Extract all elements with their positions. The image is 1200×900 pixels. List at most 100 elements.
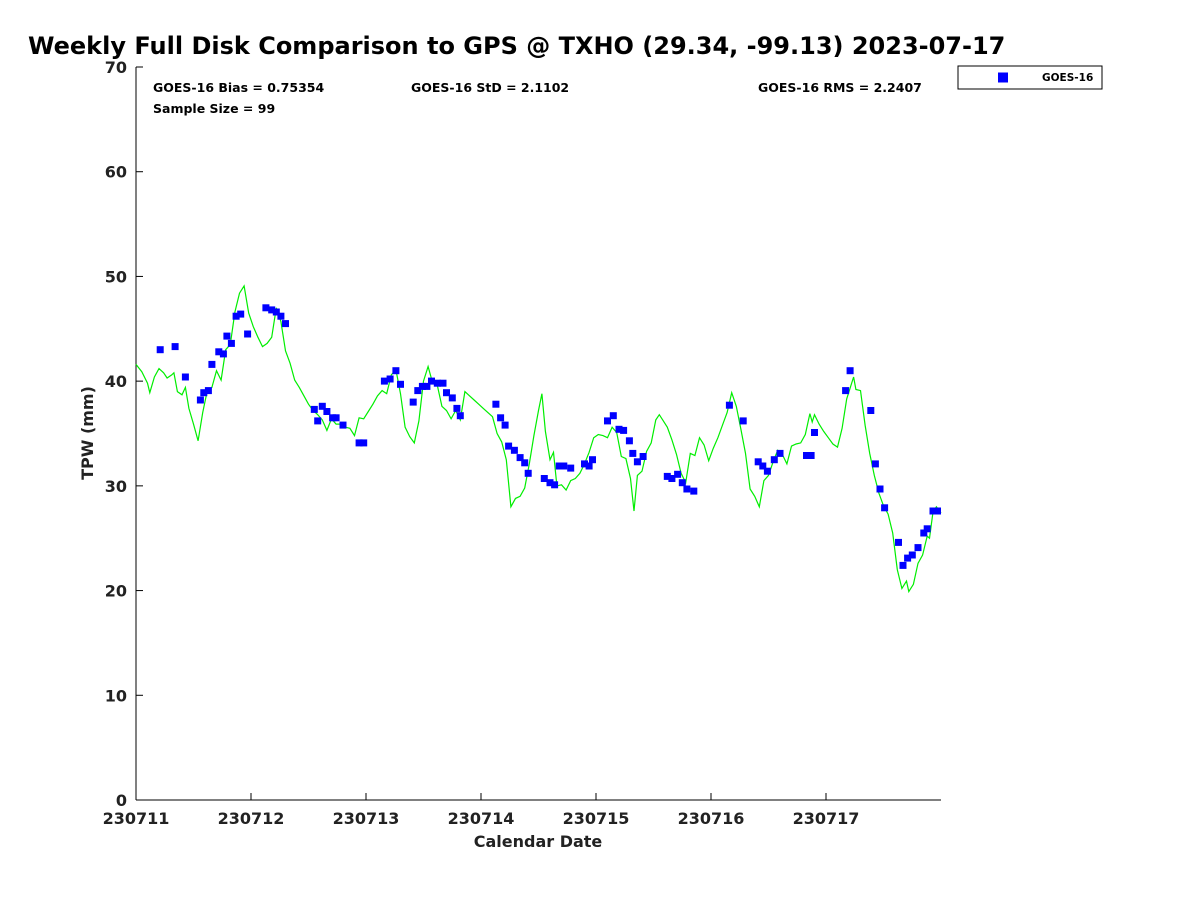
- y-tick-label: 70: [105, 58, 127, 77]
- data-point-goes16: [811, 429, 818, 436]
- stat-bias: GOES-16 Bias = 0.75354: [153, 80, 324, 95]
- x-tick-label: 230715: [563, 809, 630, 828]
- data-point-goes16: [380, 377, 388, 385]
- legend: GOES-16: [957, 65, 1103, 90]
- data-point-goes16: [318, 402, 326, 410]
- data-point-goes16: [914, 544, 922, 552]
- data-point-goes16: [355, 439, 363, 447]
- data-point-goes16: [386, 375, 394, 383]
- data-point-goes16: [456, 412, 464, 420]
- data-point-goes16: [232, 312, 240, 320]
- data-point-goes16: [423, 382, 431, 390]
- data-point-goes16: [524, 469, 532, 477]
- data-point-goes16: [428, 377, 435, 385]
- data-point-goes16: [433, 379, 441, 387]
- data-point-goes16: [876, 485, 884, 493]
- data-point-goes16: [501, 421, 509, 429]
- chart-title: Weekly Full Disk Comparison to GPS @ TXH…: [28, 32, 1005, 60]
- data-point-goes16: [739, 417, 747, 425]
- data-point-goes16: [397, 380, 404, 388]
- data-point-goes16: [208, 360, 216, 368]
- data-point-goes16: [668, 475, 676, 482]
- data-point-goes16: [448, 394, 456, 402]
- data-point-goes16: [763, 467, 771, 475]
- data-point-goes16: [521, 459, 529, 467]
- y-tick-label: 30: [105, 477, 127, 496]
- data-point-goes16: [171, 343, 179, 351]
- data-point-goes16: [776, 449, 784, 457]
- data-point-goes16: [908, 551, 916, 559]
- data-point-goes16: [505, 442, 513, 450]
- data-point-goes16: [204, 387, 212, 395]
- stat-rms: GOES-16 RMS = 2.2407: [758, 80, 922, 95]
- x-tick-label: 230712: [218, 809, 285, 828]
- data-point-goes16: [867, 407, 875, 414]
- x-tick-label: 230713: [333, 809, 400, 828]
- data-point-goes16: [770, 456, 778, 464]
- stat-std: GOES-16 StD = 2.1102: [411, 80, 569, 95]
- data-point-goes16: [223, 332, 231, 340]
- data-point-goes16: [929, 507, 937, 515]
- data-point-goes16: [262, 304, 270, 312]
- data-point-goes16: [227, 339, 235, 347]
- data-point-goes16: [615, 425, 623, 433]
- x-tick-label: 230717: [793, 809, 860, 828]
- data-point-goes16: [633, 458, 641, 466]
- series-layer: [135, 284, 942, 594]
- data-point-goes16: [414, 387, 422, 395]
- data-point-goes16: [842, 387, 850, 395]
- x-axis-ticks: 230711 230712 230713 230714 230715 230716 2307…: [103, 793, 860, 828]
- data-point-goes16: [639, 453, 647, 460]
- data-point-goes16: [546, 479, 554, 487]
- data-point-goes16: [323, 408, 331, 415]
- data-point-goes16: [846, 367, 854, 375]
- y-tick-label: 60: [105, 163, 127, 182]
- data-point-goes16: [200, 389, 208, 397]
- data-point-goes16: [332, 414, 340, 422]
- data-point-goes16: [560, 462, 568, 470]
- data-point-goes16: [181, 373, 189, 381]
- data-point-goes16: [904, 554, 912, 562]
- data-point-goes16: [581, 460, 588, 468]
- data-point-goes16: [360, 439, 368, 447]
- data-point-goes16: [895, 538, 902, 546]
- data-point-goes16: [589, 456, 596, 464]
- y-tick-label: 10: [105, 686, 127, 705]
- data-point-goes16: [409, 398, 417, 406]
- data-point-goes16: [443, 389, 450, 397]
- y-axis-ticks: 0 10 20 30 40 50 60 70: [105, 58, 143, 810]
- data-point-goes16: [282, 320, 289, 328]
- data-point-goes16: [277, 312, 285, 320]
- data-point-goes16: [156, 346, 164, 354]
- data-point-goes16: [683, 485, 691, 493]
- data-point-goes16: [510, 446, 518, 454]
- data-point-goes16: [516, 454, 524, 462]
- data-point-goes16: [899, 561, 907, 569]
- data-point-goes16: [625, 437, 633, 445]
- data-point-goes16: [497, 414, 505, 422]
- data-point-goes16: [923, 525, 931, 533]
- data-point-goes16: [690, 487, 698, 495]
- data-point-goes16: [237, 310, 245, 318]
- data-point-goes16: [540, 475, 548, 482]
- data-point-goes16: [678, 479, 686, 487]
- data-point-goes16: [555, 462, 563, 470]
- data-point-goes16: [219, 350, 227, 358]
- data-point-goes16: [920, 529, 928, 537]
- data-point-goes16: [551, 481, 559, 489]
- data-point-goes16: [620, 426, 628, 434]
- data-point-goes16: [881, 504, 889, 512]
- data-point-goes16: [492, 400, 500, 408]
- data-point-goes16: [807, 452, 815, 459]
- data-point-goes16: [629, 449, 637, 457]
- data-point-goes16: [604, 417, 611, 425]
- x-axis-label: Calendar Date: [474, 832, 603, 851]
- data-point-goes16: [339, 421, 347, 429]
- data-point-goes16: [392, 367, 400, 375]
- y-tick-label: 50: [105, 267, 127, 286]
- y-axis-label: TPW (mm): [78, 386, 97, 480]
- legend-label-goes16: GOES-16: [1042, 72, 1093, 84]
- legend-marker-goes16: [998, 72, 1008, 83]
- data-point-goes16: [215, 348, 223, 356]
- data-point-goes16: [934, 507, 941, 515]
